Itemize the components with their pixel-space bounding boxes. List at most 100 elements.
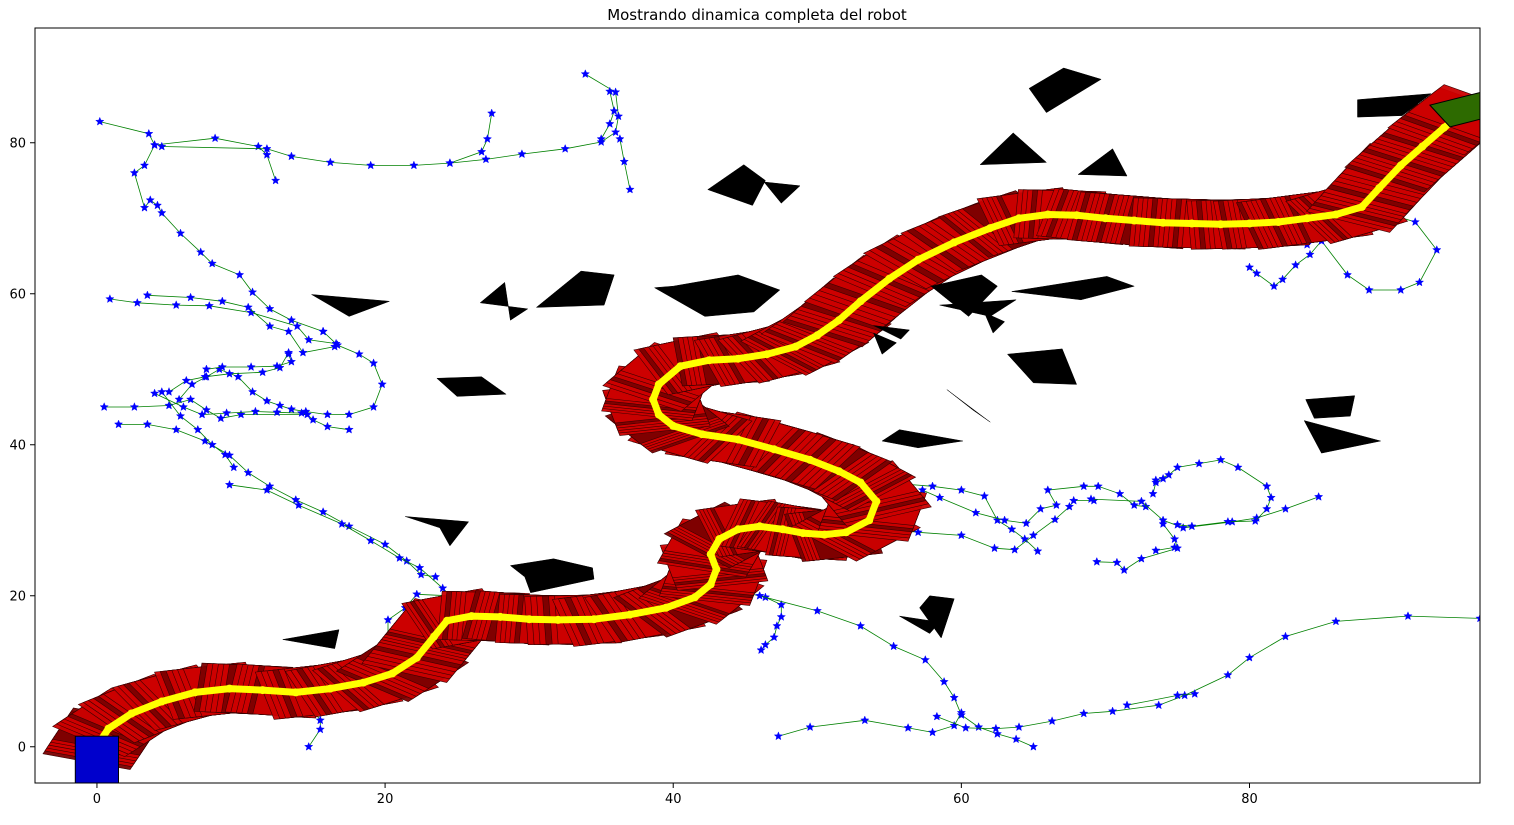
- tree-node-star: [971, 507, 981, 517]
- obstacle-polygon: [653, 274, 781, 317]
- path-point: [359, 678, 368, 687]
- tree-node-star: [917, 485, 927, 494]
- tree-node-star: [337, 519, 347, 528]
- tree-node-star: [615, 134, 625, 143]
- tree-node-star: [1079, 708, 1089, 718]
- tree-node-star: [1154, 700, 1164, 710]
- tree-node-star: [298, 347, 308, 357]
- tree-node-star: [246, 362, 256, 371]
- tree-node-star: [142, 419, 152, 429]
- tree-node-star: [605, 86, 615, 96]
- path-point: [654, 380, 663, 389]
- tree-node-star: [243, 467, 253, 477]
- tree-node-star: [224, 368, 235, 378]
- tree-edge: [118, 424, 436, 578]
- tree-node-star: [294, 500, 304, 510]
- tree-node-star: [1364, 285, 1374, 294]
- tree-node-star: [913, 527, 923, 537]
- path-point: [706, 550, 715, 559]
- path-point: [872, 497, 881, 506]
- tree-node-star: [487, 108, 497, 118]
- obstacle-polygon: [1011, 276, 1136, 301]
- tree-node-star: [1043, 485, 1053, 494]
- tree-node-star: [776, 612, 786, 621]
- obstacle-polygon: [873, 332, 897, 355]
- path-point: [326, 684, 335, 693]
- tree-node-star: [291, 495, 301, 504]
- y-tick-label: 60: [9, 287, 26, 302]
- tree-node-star: [187, 379, 197, 389]
- tree-node-star: [196, 247, 206, 257]
- tree-node-star: [217, 362, 227, 371]
- tree-node-star: [974, 722, 984, 732]
- tree-node-star: [928, 727, 938, 737]
- tree-node-star: [1136, 553, 1146, 563]
- path-point: [770, 445, 779, 454]
- goal-robot-box: [1428, 91, 1480, 128]
- tree-node-star: [1092, 556, 1102, 566]
- obstacle-polygon: [479, 281, 529, 321]
- path-point: [291, 688, 300, 697]
- tree-node-star: [129, 402, 140, 411]
- tree-node-star: [171, 424, 181, 434]
- path-point: [885, 274, 894, 283]
- tree-node-star: [270, 175, 281, 185]
- tree-node-star: [286, 151, 297, 161]
- tree-node-star: [1021, 518, 1031, 528]
- tree-node-star: [171, 300, 181, 310]
- tree-node-star: [1119, 565, 1129, 575]
- path-point: [467, 612, 476, 621]
- tree-node-star: [201, 405, 212, 414]
- y-tick-label: 80: [9, 136, 26, 151]
- obstacle-polygon: [311, 294, 390, 317]
- tree-node-star: [210, 133, 220, 143]
- tree-node-star: [1151, 477, 1161, 487]
- tree-node-star: [1035, 504, 1046, 513]
- tree-node-star: [1007, 524, 1017, 534]
- tree-node-star: [304, 741, 314, 751]
- tree-node-star: [262, 396, 272, 405]
- tree-node-star: [625, 184, 635, 194]
- tree-node-star: [1172, 462, 1182, 472]
- tree-edge: [147, 294, 335, 354]
- tree-node-star: [197, 409, 207, 419]
- path-point: [190, 688, 199, 697]
- tree-node-star: [1172, 519, 1182, 529]
- x-axis: 0 20 40 60 80: [93, 783, 1258, 807]
- tree-node-star: [989, 543, 1000, 553]
- obstacle-polygon: [1077, 148, 1128, 177]
- tree-node-star: [1280, 631, 1291, 641]
- tree-node-star: [613, 111, 624, 121]
- tree-node-star: [1432, 245, 1442, 254]
- path-point: [856, 478, 865, 487]
- tree-node-star: [1122, 700, 1132, 710]
- tree-node-star: [322, 409, 332, 419]
- path-point: [669, 421, 678, 430]
- start-robot-box: [74, 735, 120, 783]
- tree-node-star: [164, 387, 174, 396]
- tree-node-star: [1169, 542, 1180, 552]
- plot-area: [42, 67, 1480, 783]
- y-axis: 0 20 40 60 80: [9, 136, 35, 755]
- tree-node-star: [1178, 522, 1188, 532]
- tree-node-star: [149, 140, 160, 149]
- tree-edge: [109, 298, 337, 344]
- tree-edge: [600, 91, 615, 140]
- tree-node-star: [275, 400, 285, 410]
- path-point: [712, 565, 721, 574]
- tree-node-star: [855, 621, 866, 630]
- tree-node-star: [1129, 500, 1139, 510]
- tree-node-star: [394, 553, 405, 562]
- tree-node-star: [283, 347, 294, 357]
- tree-edge: [449, 113, 493, 164]
- tree-node-star: [380, 539, 390, 549]
- tree-node-star: [430, 572, 441, 581]
- path-point: [1274, 218, 1283, 226]
- tree-node-star: [992, 729, 1003, 738]
- tree-node-star: [1223, 670, 1233, 679]
- tree-node-star: [416, 569, 426, 579]
- tree-node-star: [1064, 501, 1074, 511]
- tree-node-star: [216, 413, 226, 423]
- tree-node-star: [157, 208, 167, 217]
